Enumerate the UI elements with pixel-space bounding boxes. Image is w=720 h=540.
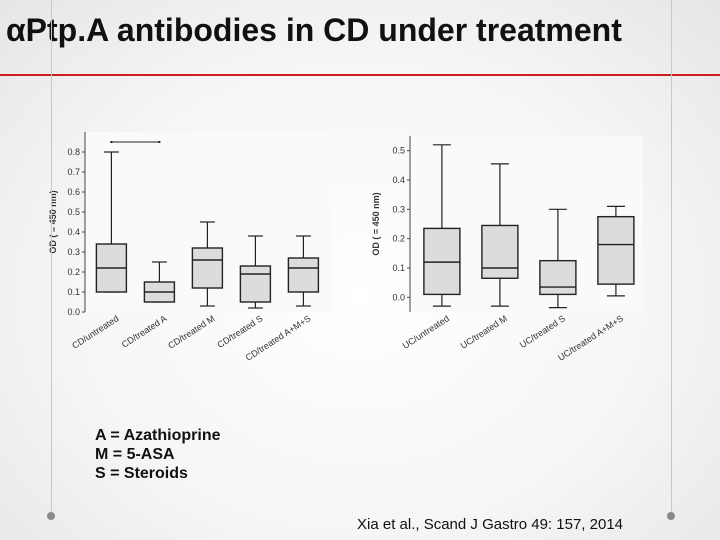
- y-tick-label: 0.2: [392, 234, 405, 244]
- category-label: CD/untreated: [70, 313, 120, 351]
- category-label: UC/treated S: [518, 313, 567, 350]
- y-tick-label: 0.3: [392, 204, 405, 214]
- y-tick-label: 0.1: [67, 287, 80, 297]
- box-iqr: [239, 265, 272, 303]
- title-underline: [0, 74, 720, 76]
- category-label: UC/treated M: [459, 313, 509, 351]
- legend-line-a: A = Azathioprine: [95, 427, 221, 444]
- category-label: CD/treated A: [120, 313, 169, 349]
- box-iqr: [191, 247, 224, 289]
- title-text: Ptp.A antibodies in CD under treatment: [25, 12, 622, 48]
- y-tick-label: 0.0: [392, 292, 405, 302]
- box-iqr: [597, 215, 635, 285]
- right-decor-line: [671, 0, 672, 512]
- y-tick-label: 0.4: [392, 175, 405, 185]
- citation: Xia et al., Scand J Gastro 49: 157, 2014: [357, 516, 624, 533]
- box-iqr: [423, 227, 461, 296]
- left-decor-dot: [47, 512, 55, 520]
- alpha-symbol: α: [6, 12, 26, 48]
- cd-boxplot-chart: 0.0 0.1 0.2 0.3 0.4 0.5 0.6 0.7 0.8 OD ( = 450 nm…: [48, 132, 333, 363]
- y-tick-label: 0.0: [67, 307, 80, 317]
- y-tick-label: 0.8: [67, 147, 80, 157]
- category-label: CD/treated M: [166, 313, 216, 351]
- y-tick-label: 0.1: [392, 263, 405, 273]
- y-axis-label: OD ( = 450 nm): [48, 190, 58, 253]
- box-iqr: [481, 224, 519, 279]
- uc-boxplot-chart: 0.0 0.1 0.2 0.3 0.4 0.5 OD ( = 450 nm) UC/untre…: [371, 136, 643, 363]
- y-tick-label: 0.3: [67, 247, 80, 257]
- category-label: UC/treated A+M+S: [556, 313, 625, 363]
- category-label: CD/treated S: [215, 313, 264, 350]
- legend-line-m: M = 5-ASA: [95, 446, 175, 463]
- right-decor-dot: [667, 512, 675, 520]
- y-tick-label: 0.4: [67, 227, 80, 237]
- y-tick-label: 0.5: [67, 207, 80, 217]
- category-label: UC/untreated: [401, 313, 451, 351]
- y-tick-label: 0.7: [67, 167, 80, 177]
- y-axis-label: OD ( = 450 nm): [371, 192, 381, 255]
- abbreviation-legend: A = Azathioprine M = 5-ASA S = Steroids: [95, 426, 221, 483]
- y-tick-label: 0.5: [392, 146, 405, 156]
- left-decor-line: [51, 0, 52, 512]
- box-iqr: [539, 259, 577, 296]
- box-iqr: [287, 257, 320, 293]
- y-tick-label: 0.6: [67, 187, 80, 197]
- y-tick-label: 0.2: [67, 267, 80, 277]
- slide-title: αPtp.A antibodies in CD under treatment: [6, 12, 714, 49]
- legend-line-s: S = Steroids: [95, 465, 188, 482]
